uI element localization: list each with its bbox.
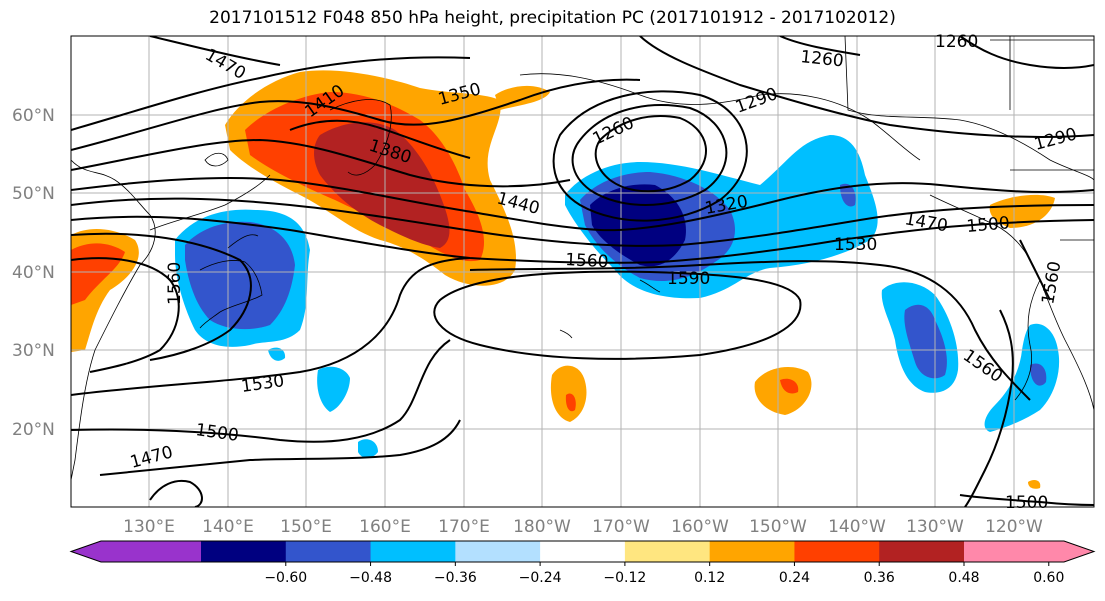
- contour-label: 1260: [590, 113, 638, 149]
- lon-label: 140°E: [202, 517, 254, 537]
- colorbar-segment: [709, 541, 795, 562]
- contour-label: 1500: [1005, 493, 1048, 513]
- contour-label: 1560: [959, 346, 1006, 387]
- height-contours: [71, 36, 1094, 507]
- negative-anomaly-region: [268, 347, 286, 361]
- lon-label: 150°W: [749, 517, 807, 537]
- lon-label: 160°E: [359, 517, 411, 537]
- lon-label: 170°E: [438, 517, 490, 537]
- contour-label: 1530: [834, 235, 877, 255]
- lon-label: 120°W: [985, 517, 1043, 537]
- positive-anomaly-region: [989, 194, 1055, 228]
- positive-anomaly-region: [1028, 480, 1041, 489]
- colorbar-segment: [624, 541, 711, 562]
- negative-anomaly-region: [840, 183, 856, 207]
- colorbar-tick-label: 0.24: [779, 570, 810, 586]
- colorbar-segment: [201, 541, 287, 562]
- colorbar-segment: [540, 541, 626, 562]
- positive-anomaly-region: [780, 378, 799, 394]
- contour-label: 1560: [565, 250, 609, 272]
- contour-label: 1260: [935, 32, 978, 52]
- lat-label: 20°N: [12, 420, 55, 440]
- negative-anomaly-region: [904, 304, 947, 379]
- colorbar-segment: [794, 541, 880, 562]
- contour-label: 1470: [202, 45, 249, 84]
- colorbar-tick-label: 0.60: [1033, 570, 1064, 586]
- lon-label: 180°W: [513, 517, 571, 537]
- colorbar-tick-label: 0.36: [864, 570, 895, 586]
- negative-anomaly-region: [317, 366, 350, 412]
- graticule: [71, 36, 1094, 507]
- lon-label: 130°E: [123, 517, 175, 537]
- colorbar-extension-high: [964, 541, 1094, 562]
- colorbar-tick-label: −0.36: [434, 570, 477, 586]
- colorbar-tick-label: 0.12: [694, 570, 725, 586]
- lon-label: 140°W: [828, 517, 886, 537]
- latitude-labels: 60°N 50°N 40°N 30°N 20°N: [12, 106, 55, 440]
- colorbar-tick-label: −0.12: [603, 570, 646, 586]
- negative-anomaly-region: [358, 439, 378, 458]
- lon-label: 150°E: [280, 517, 332, 537]
- colorbar-tick-label: 0.48: [948, 570, 979, 586]
- positive-anomaly-region: [754, 367, 812, 415]
- contour-label: 1260: [799, 47, 844, 71]
- negative-anomaly-region: [984, 323, 1060, 432]
- contour-label: 1500: [194, 420, 240, 446]
- colorbar-outline: [69, 540, 1096, 563]
- contour-label: 1290: [1032, 124, 1079, 155]
- colorbar-segment: [879, 541, 965, 562]
- negative-anomaly-region: [1030, 363, 1047, 386]
- positive-anomaly-region: [565, 393, 576, 412]
- positive-anomaly-region: [314, 122, 450, 248]
- contour-label: 1590: [667, 269, 710, 289]
- colorbar-tick-label: −0.24: [519, 570, 562, 586]
- lon-label: 130°W: [906, 517, 964, 537]
- lon-label: 170°W: [592, 517, 650, 537]
- lat-label: 40°N: [12, 263, 55, 283]
- colorbar: −0.60 −0.48 −0.36 −0.24 −0.12 0.12 0.24 0.36 0.4…: [69, 540, 1096, 586]
- colorbar-segment: [370, 541, 456, 562]
- colorbar-tick-label: −0.60: [264, 570, 307, 586]
- lat-label: 50°N: [12, 184, 55, 204]
- contour-label: 1530: [240, 371, 286, 397]
- lon-label: 160°W: [671, 517, 729, 537]
- contour-label: 1560: [1038, 260, 1065, 306]
- lat-label: 30°N: [12, 341, 55, 361]
- colorbar-extension-low: [71, 541, 201, 562]
- map-title: 2017101512 F048 850 hPa height, precipit…: [209, 8, 896, 28]
- lat-label: 60°N: [12, 106, 55, 126]
- contour-label: 1470: [903, 209, 949, 236]
- contour-label: 1560: [165, 262, 185, 305]
- colorbar-segment: [455, 541, 541, 562]
- colorbar-tick-label: −0.48: [349, 570, 392, 586]
- contour-label: 1500: [966, 213, 1011, 237]
- colorbar-segment: [285, 541, 372, 562]
- map-frame: [70, 35, 1095, 508]
- longitude-labels: 130°E 140°E 150°E 160°E 170°E 180°W 170°…: [123, 517, 1043, 537]
